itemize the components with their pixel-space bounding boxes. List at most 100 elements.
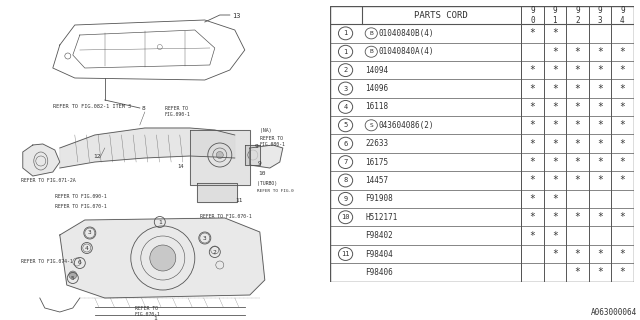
Text: 9
0: 9 0: [530, 6, 534, 25]
Text: REFER TO FIG.090-1: REFER TO FIG.090-1: [55, 194, 106, 199]
Text: FIG.070-1: FIG.070-1: [135, 312, 161, 317]
Text: FIG.080-1: FIG.080-1: [260, 142, 285, 147]
Text: *: *: [597, 84, 603, 93]
Text: *: *: [620, 175, 625, 186]
Circle shape: [216, 151, 223, 158]
Text: *: *: [620, 212, 625, 222]
Text: 9: 9: [258, 161, 262, 166]
Text: *: *: [620, 84, 625, 93]
Text: 3: 3: [203, 236, 207, 241]
Text: FIG.090-1: FIG.090-1: [165, 112, 191, 117]
Text: *: *: [597, 47, 603, 57]
Text: 10: 10: [258, 171, 266, 176]
Text: *: *: [575, 102, 580, 112]
Text: *: *: [552, 194, 558, 204]
Polygon shape: [245, 145, 260, 165]
Text: 1: 1: [153, 316, 157, 320]
Text: 14096: 14096: [365, 84, 388, 93]
Text: 11: 11: [341, 251, 350, 257]
Text: *: *: [529, 84, 535, 93]
Circle shape: [150, 245, 176, 271]
Text: 16175: 16175: [365, 157, 388, 167]
Polygon shape: [23, 144, 60, 176]
Text: *: *: [620, 120, 625, 130]
Text: REFER TO: REFER TO: [165, 106, 188, 111]
Text: *: *: [552, 249, 558, 259]
Text: 4: 4: [344, 104, 348, 110]
Text: B: B: [369, 49, 373, 54]
Text: *: *: [597, 268, 603, 277]
Polygon shape: [197, 183, 237, 202]
Text: *: *: [529, 157, 535, 167]
Text: *: *: [529, 212, 535, 222]
Text: *: *: [597, 139, 603, 149]
Text: REFER TO: REFER TO: [135, 306, 158, 311]
Text: REFER TO FIG.074-1: REFER TO FIG.074-1: [21, 259, 72, 264]
Text: 6: 6: [344, 141, 348, 147]
Text: 9
3: 9 3: [598, 6, 602, 25]
Text: *: *: [529, 65, 535, 75]
Text: *: *: [529, 28, 535, 38]
Text: *: *: [552, 157, 558, 167]
Text: *: *: [620, 139, 625, 149]
Polygon shape: [190, 130, 250, 185]
Text: *: *: [552, 47, 558, 57]
Text: *: *: [620, 47, 625, 57]
Text: 14094: 14094: [365, 66, 388, 75]
Text: F98406: F98406: [365, 268, 393, 277]
Text: REFER TO FIG.070-1: REFER TO FIG.070-1: [55, 204, 106, 209]
Text: *: *: [575, 139, 580, 149]
Text: 1: 1: [344, 30, 348, 36]
Text: 22633: 22633: [365, 139, 388, 148]
Text: *: *: [575, 212, 580, 222]
Text: 14457: 14457: [365, 176, 388, 185]
Polygon shape: [60, 128, 235, 168]
Text: 5: 5: [344, 122, 348, 128]
Text: *: *: [575, 249, 580, 259]
Text: 043604086(2): 043604086(2): [379, 121, 435, 130]
Text: *: *: [597, 65, 603, 75]
Text: *: *: [552, 65, 558, 75]
Text: *: *: [620, 65, 625, 75]
Text: *: *: [529, 175, 535, 186]
Text: 11: 11: [235, 198, 243, 203]
Text: F91908: F91908: [365, 194, 393, 203]
Text: 16118: 16118: [365, 102, 388, 111]
Text: *: *: [620, 268, 625, 277]
Text: 8: 8: [142, 106, 145, 111]
Polygon shape: [250, 145, 283, 168]
Text: 8: 8: [344, 178, 348, 183]
Text: 9: 9: [255, 144, 259, 149]
Text: S: S: [369, 123, 373, 128]
Text: *: *: [575, 268, 580, 277]
Text: *: *: [529, 194, 535, 204]
Text: *: *: [575, 84, 580, 93]
Text: 12: 12: [93, 154, 100, 159]
Text: 10: 10: [341, 214, 350, 220]
Text: *: *: [597, 249, 603, 259]
Text: *: *: [575, 157, 580, 167]
Text: *: *: [552, 120, 558, 130]
Text: *: *: [620, 157, 625, 167]
Text: 7: 7: [344, 159, 348, 165]
Text: *: *: [620, 102, 625, 112]
Text: REFER TO FIG.0: REFER TO FIG.0: [257, 189, 294, 193]
Text: *: *: [529, 139, 535, 149]
Text: *: *: [552, 28, 558, 38]
Text: PARTS CORD: PARTS CORD: [415, 11, 468, 20]
Text: 2: 2: [344, 67, 348, 73]
Text: A063000064: A063000064: [591, 308, 637, 317]
Text: 1: 1: [158, 220, 162, 225]
Text: *: *: [552, 212, 558, 222]
Text: F98404: F98404: [365, 250, 393, 259]
Polygon shape: [60, 218, 265, 298]
Text: 13: 13: [232, 13, 240, 19]
Text: 2: 2: [213, 250, 217, 254]
Text: *: *: [575, 175, 580, 186]
Text: (TURBO): (TURBO): [257, 181, 277, 186]
Text: *: *: [575, 65, 580, 75]
Text: REFER TO FIG.082-1 ITEM 3: REFER TO FIG.082-1 ITEM 3: [53, 104, 131, 109]
Text: 3: 3: [344, 85, 348, 92]
Text: 6: 6: [78, 260, 82, 266]
Text: *: *: [552, 175, 558, 186]
